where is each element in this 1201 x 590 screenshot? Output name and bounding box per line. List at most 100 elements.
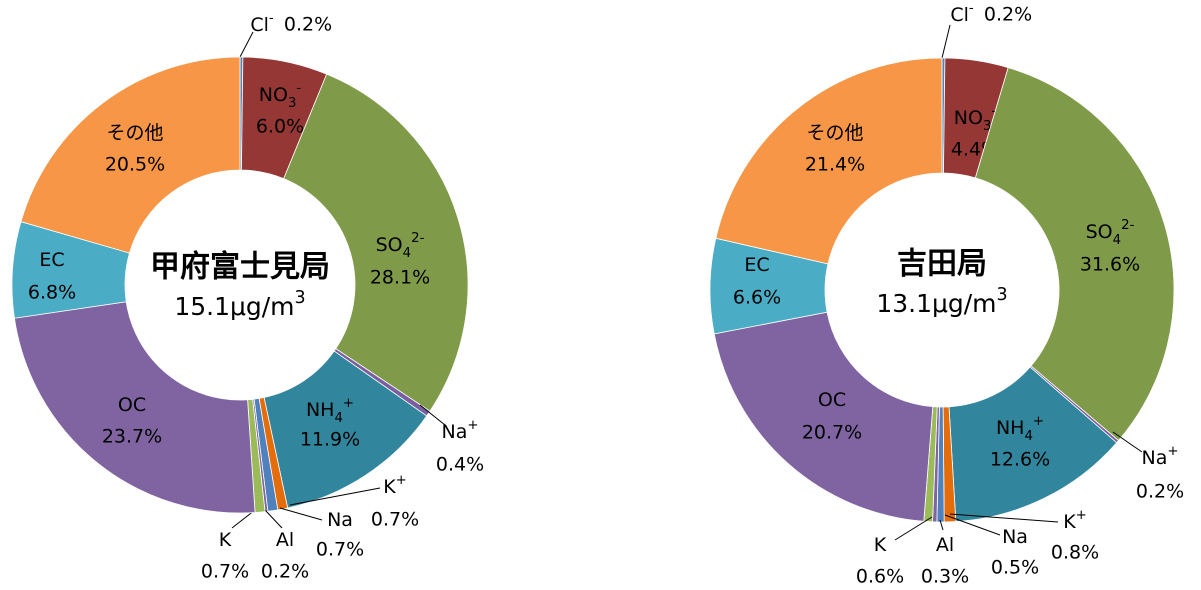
text-part: K <box>874 534 887 556</box>
slice-label: Na+ <box>441 418 478 443</box>
slice-label: SO42- <box>376 231 425 261</box>
donut-slice <box>20 56 241 254</box>
slice-label: Cl- <box>950 1 974 26</box>
slice-value: 0.5% <box>991 557 1039 579</box>
leader-line <box>419 404 446 426</box>
slice-label: Cl- <box>250 11 274 36</box>
donut-slice <box>974 67 1175 442</box>
text-part: 3 <box>288 96 296 111</box>
text-part: 13.1μg/m <box>876 289 996 318</box>
text-part: Na <box>1141 447 1167 469</box>
text-part: K <box>219 529 232 551</box>
slice-value: 20.5% <box>105 154 165 176</box>
slice-label: K <box>219 529 232 551</box>
text-part: 4 <box>1113 233 1121 248</box>
slice-value: 21.4% <box>805 154 865 176</box>
text-part: SO <box>1086 221 1113 243</box>
slice-value: 0.6% <box>856 566 904 588</box>
slice-label: EC <box>39 249 64 271</box>
text-part: 15.1μg/m <box>174 292 294 321</box>
text-part: 4 <box>334 411 342 426</box>
slice-value: 0.7% <box>371 509 419 531</box>
leader-line <box>939 519 944 531</box>
text-part: Na <box>441 421 467 443</box>
slice-value: 31.6% <box>1080 254 1140 276</box>
slice-label: Na <box>327 509 353 531</box>
leader-line <box>264 509 283 529</box>
text-part: + <box>467 418 478 433</box>
text-part: 4 <box>403 246 411 261</box>
slice-label: その他 <box>106 122 163 144</box>
text-part: EC <box>744 254 769 276</box>
slice-value: 0.7% <box>316 539 364 561</box>
slice-label: K+ <box>1063 508 1087 533</box>
text-part: + <box>396 473 407 488</box>
text-part: + <box>1076 508 1087 523</box>
slice-value: 0.8% <box>1051 542 1099 564</box>
slice-value: 6.8% <box>28 282 76 304</box>
slice-label: Na <box>1002 526 1028 548</box>
slice-value: 12.6% <box>990 449 1050 471</box>
leader-line <box>894 516 933 541</box>
text-part: Na <box>327 509 353 531</box>
text-part: SO <box>376 234 403 256</box>
slice-label: Al <box>936 534 954 556</box>
slice-value: 11.9% <box>300 429 360 451</box>
slice-label: NH4+ <box>996 414 1044 444</box>
donut-chart: Cl- 0.2%NO3-4.4%SO42-31.6%Na+0.2%NH4+12.6… <box>709 1 1184 588</box>
text-part: Al <box>276 529 294 551</box>
text-part: 4 <box>1024 429 1032 444</box>
text-part: - <box>991 104 996 119</box>
leader-line <box>1112 431 1143 453</box>
slice-label: その他 <box>806 122 863 144</box>
slice-label: K <box>874 534 887 556</box>
text-part: + <box>1167 444 1178 459</box>
text-part: 3 <box>983 119 991 134</box>
text-part: Cl <box>950 4 969 26</box>
donut-slice <box>13 301 256 514</box>
text-part: K <box>1063 511 1076 533</box>
slice-value: 0.2% <box>1136 481 1184 503</box>
text-part: NH <box>996 417 1025 439</box>
donut-chart: Cl- 0.2%NO3-6.0%SO42-28.1%Na+0.4%NH4+11.9… <box>11 11 484 583</box>
leader-line <box>941 24 951 59</box>
text-part: NH <box>306 399 335 421</box>
leader-line <box>289 487 381 506</box>
center-sub: 13.1μg/m3 <box>876 285 1007 318</box>
slice-label: Al <box>276 529 294 551</box>
slice-value: 20.7% <box>802 422 862 444</box>
text-part: その他 <box>106 122 163 144</box>
text-part: + <box>343 396 354 411</box>
leader-line <box>949 513 1059 523</box>
slice-label: NO3- <box>259 81 302 111</box>
slice-value: 0.3% <box>921 566 969 588</box>
slice-label: OC <box>818 389 846 411</box>
leader-line <box>239 31 254 58</box>
center-title: 吉田局 <box>897 247 987 282</box>
slice-value: 0.2% <box>284 14 332 36</box>
donut-slice <box>713 311 934 522</box>
slice-value: 0.2% <box>984 4 1032 26</box>
slice-label: K+ <box>383 473 407 498</box>
slice-value: 6.0% <box>256 116 304 138</box>
slice-value: 0.2% <box>261 561 309 583</box>
text-part: Na <box>1002 526 1028 548</box>
leader-line <box>944 514 1001 536</box>
donut-slice <box>715 57 943 265</box>
text-part: 3 <box>295 288 306 308</box>
text-part: NO <box>954 107 983 129</box>
slice-value: 28.1% <box>370 267 430 289</box>
text-part: - <box>296 81 301 96</box>
slice-label: Na+ <box>1141 444 1178 469</box>
leader-line <box>279 507 323 521</box>
text-part: + <box>1033 414 1044 429</box>
slice-label: EC <box>744 254 769 276</box>
center-title: 甲府富士見局 <box>150 250 330 285</box>
text-part: 3 <box>997 285 1008 305</box>
text-part: K <box>383 476 396 498</box>
text-part: EC <box>39 249 64 271</box>
text-part: OC <box>118 394 146 416</box>
text-part: - <box>969 1 974 16</box>
slice-label: OC <box>118 394 146 416</box>
center-sub: 15.1μg/m3 <box>174 288 305 321</box>
